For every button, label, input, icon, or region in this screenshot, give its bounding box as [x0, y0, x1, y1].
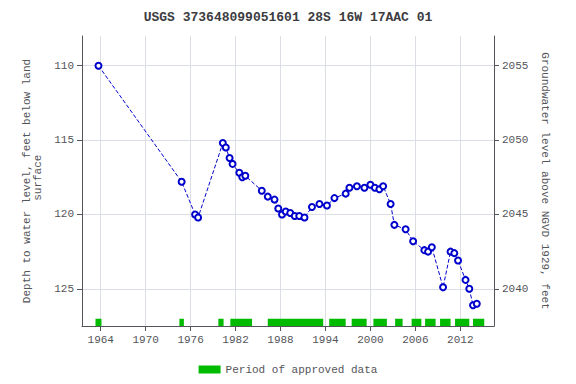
svg-text:1982: 1982: [222, 334, 248, 346]
svg-text:2045: 2045: [502, 208, 528, 220]
svg-text:1994: 1994: [312, 334, 339, 346]
svg-text:Depth to water level, feet bel: Depth to water level, feet below land: [20, 58, 33, 304]
svg-text:Period of approved data: Period of approved data: [226, 364, 378, 376]
svg-text:USGS 373648099051601 28S 16W 1: USGS 373648099051601 28S 16W 17AAC 01: [144, 10, 433, 25]
svg-text:2050: 2050: [502, 134, 528, 146]
svg-text:110: 110: [54, 60, 74, 72]
svg-text:1976: 1976: [177, 334, 203, 346]
svg-text:2055: 2055: [502, 60, 528, 72]
svg-text:Groundwater level above NGVD 1: Groundwater level above NGVD 1929, feet: [539, 52, 551, 309]
svg-text:115: 115: [54, 134, 74, 146]
svg-text:1970: 1970: [132, 334, 158, 346]
svg-text:2040: 2040: [502, 283, 528, 295]
svg-text:2006: 2006: [402, 334, 428, 346]
svg-text:1988: 1988: [267, 334, 293, 346]
svg-text:125: 125: [54, 283, 74, 295]
svg-text:2000: 2000: [357, 334, 383, 346]
svg-text:1964: 1964: [88, 334, 115, 346]
svg-text:surface: surface: [32, 155, 44, 208]
svg-text:2012: 2012: [447, 334, 473, 346]
svg-text:120: 120: [54, 208, 74, 220]
